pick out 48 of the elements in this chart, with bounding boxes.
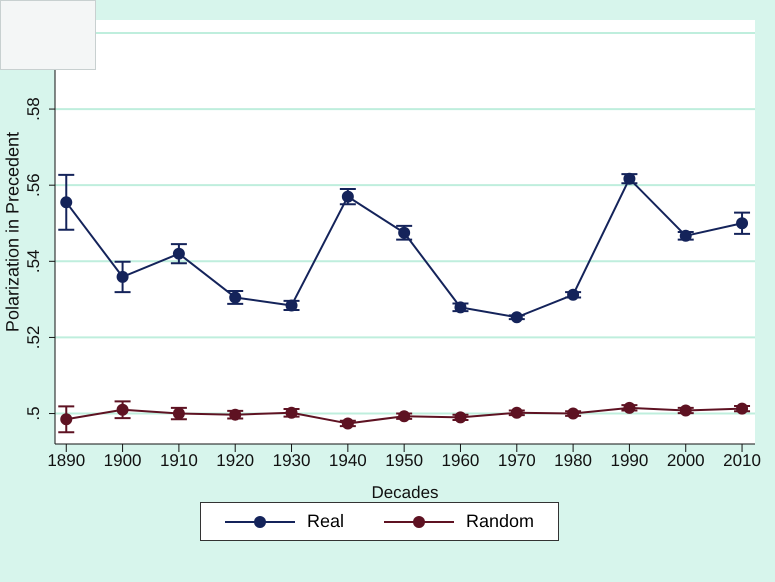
point	[116, 404, 129, 416]
y-tick-label: .54	[24, 249, 43, 274]
point	[510, 406, 523, 419]
point	[736, 217, 748, 230]
point	[116, 270, 129, 283]
legend-label: Real	[306, 511, 344, 532]
legend-label: Random	[466, 511, 534, 532]
x-tick-label: 1900	[104, 451, 142, 470]
y-tick-label: .5	[24, 406, 43, 421]
point	[286, 299, 298, 312]
point	[172, 248, 185, 260]
x-tick-label: 1940	[328, 451, 367, 470]
x-axis-title: Decades	[371, 483, 439, 502]
point	[398, 410, 410, 422]
point	[286, 406, 298, 419]
point	[736, 402, 748, 415]
y-tick-label: .52	[24, 326, 43, 350]
point	[229, 291, 242, 304]
point	[60, 413, 72, 426]
x-tick-label: 1910	[160, 451, 198, 470]
point	[342, 417, 354, 430]
x-tick-label: 1950	[385, 451, 424, 470]
point	[510, 311, 523, 324]
x-tick-label: 1970	[498, 451, 536, 470]
y-tick-label: .56	[24, 173, 43, 198]
x-tick-label: 2010	[723, 451, 761, 470]
point	[623, 172, 636, 185]
point	[454, 301, 466, 314]
x-tick-label: 2000	[666, 451, 705, 470]
x-tick-label: 1920	[216, 451, 254, 470]
point	[342, 190, 354, 203]
point	[60, 196, 72, 208]
point	[229, 408, 242, 421]
point	[623, 402, 636, 414]
x-tick-label: 1990	[610, 451, 648, 470]
point	[567, 408, 580, 420]
x-tick-label: 1960	[442, 451, 480, 470]
point	[454, 411, 466, 424]
point	[398, 226, 410, 239]
point	[680, 404, 692, 417]
x-tick-label: 1930	[272, 451, 310, 470]
x-tick-label: 1980	[554, 451, 592, 470]
point	[567, 288, 580, 301]
y-tick-label: .58	[24, 97, 43, 121]
point	[680, 230, 692, 242]
point	[172, 408, 185, 420]
x-tick-label: 1890	[47, 451, 86, 470]
y-axis-title: Polarization in Precedent	[2, 132, 22, 332]
